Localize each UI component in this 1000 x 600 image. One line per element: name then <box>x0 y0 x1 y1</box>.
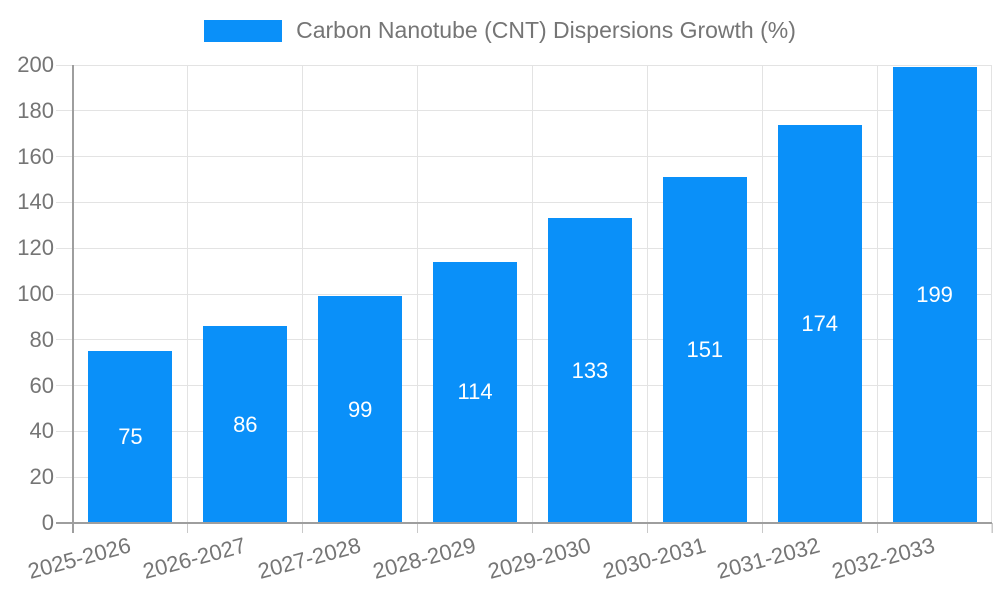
plot-right-border <box>991 65 992 533</box>
bar-value-label: 86 <box>233 411 258 437</box>
x-axis-label: 2029-2030 <box>484 532 594 584</box>
bar[interactable]: 114 <box>433 261 518 523</box>
y-axis-tick <box>56 430 73 432</box>
y-axis-label: 140 <box>17 189 54 215</box>
bar[interactable]: 86 <box>203 326 288 523</box>
bar-value-label: 199 <box>916 282 953 308</box>
bar[interactable]: 151 <box>662 177 747 523</box>
bar[interactable]: 75 <box>88 351 173 523</box>
gridline-vertical <box>417 65 419 523</box>
x-axis-label: 2031-2032 <box>714 532 823 584</box>
y-axis-tick <box>56 201 73 203</box>
y-axis-label: 0 <box>41 510 54 535</box>
x-axis-tick <box>761 523 763 533</box>
y-axis-label: 60 <box>29 372 54 398</box>
y-axis-tick <box>56 64 73 66</box>
gridline-vertical <box>761 65 763 523</box>
bar[interactable]: 99 <box>318 296 403 523</box>
legend-item[interactable]: Carbon Nanotube (CNT) Dispersions Growth… <box>204 17 796 44</box>
y-axis-label: 200 <box>17 52 54 77</box>
bar-value-label: 133 <box>571 357 609 383</box>
y-axis-label: 160 <box>17 143 54 169</box>
gridline-vertical <box>646 65 648 523</box>
bar-value-label: 174 <box>801 310 839 336</box>
y-axis-tick <box>56 293 73 295</box>
x-axis-label: 2026-2027 <box>140 532 249 584</box>
x-axis-label: 2032-2033 <box>829 532 938 584</box>
y-axis-label: 40 <box>29 418 54 444</box>
gridline-vertical <box>876 65 878 523</box>
bar-value-label: 151 <box>686 337 724 363</box>
y-axis-label: 100 <box>17 281 54 306</box>
legend-swatch <box>204 19 283 42</box>
bar[interactable]: 133 <box>547 218 632 523</box>
x-axis-label: 2028-2029 <box>370 532 479 584</box>
y-axis-tick <box>56 247 73 249</box>
x-axis-tick <box>417 523 419 533</box>
x-axis-label: 2030-2031 <box>599 532 708 584</box>
x-axis-tick <box>532 523 533 533</box>
x-axis-tick <box>646 523 648 533</box>
x-axis-tick <box>302 523 304 533</box>
bar[interactable]: 174 <box>777 124 862 523</box>
y-axis-label: 20 <box>29 464 54 490</box>
bar-value-label: 99 <box>347 396 373 422</box>
x-axis-tick <box>991 523 993 533</box>
y-axis-tick <box>56 476 73 478</box>
gridline-vertical <box>302 65 304 523</box>
gridline-vertical <box>532 65 533 523</box>
y-axis-tick <box>56 156 73 158</box>
legend: Carbon Nanotube (CNT) Dispersions Growth… <box>0 17 1000 44</box>
y-axis-label: 180 <box>17 97 54 123</box>
y-axis-tick <box>56 385 73 387</box>
x-axis-label: 2027-2028 <box>255 532 364 584</box>
plot-area: 75 86 99 114 133 151 174 199 2025-2026 2026-2027 2… <box>25 64 992 584</box>
x-axis-tick <box>876 523 878 533</box>
y-axis-tick <box>56 339 73 341</box>
x-axis-line <box>56 522 992 524</box>
y-axis-tick <box>56 110 73 112</box>
bar-value-label: 114 <box>457 379 493 405</box>
y-axis-label: 120 <box>17 235 54 261</box>
bar[interactable]: 199 <box>892 67 977 523</box>
y-axis-label: 80 <box>29 326 54 352</box>
bar-value-label: 75 <box>118 424 143 450</box>
x-axis-label: 2025-2026 <box>25 532 134 584</box>
gridline-vertical <box>187 65 189 523</box>
x-axis-tick <box>187 523 189 533</box>
y-axis-line <box>72 65 74 533</box>
legend-label: Carbon Nanotube (CNT) Dispersions Growth… <box>296 17 796 43</box>
